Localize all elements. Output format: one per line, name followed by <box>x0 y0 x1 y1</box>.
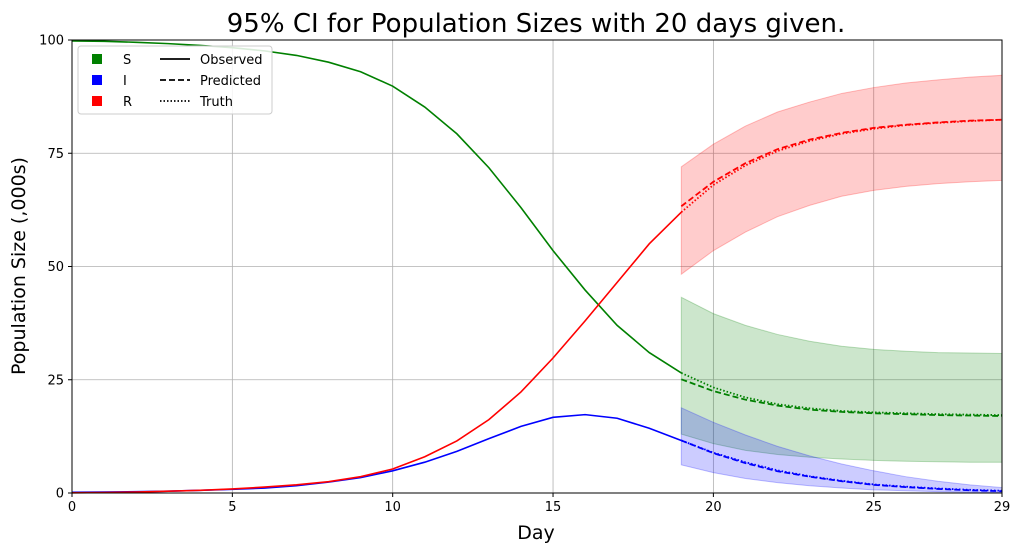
truth-line-S <box>680 372 1003 416</box>
legend-label-S: S <box>123 53 131 68</box>
legend: SIR Observed Predicted Truth <box>77 45 273 115</box>
legend-swatch-I <box>92 75 102 85</box>
y-tick-label: 25 <box>47 373 64 388</box>
observed-line-R <box>71 211 682 494</box>
x-tick-label: 25 <box>865 500 882 515</box>
y-tick-label: 0 <box>56 487 64 502</box>
x-tick-label: 0 <box>68 500 76 515</box>
x-tick-label: 10 <box>384 500 401 515</box>
legend-swatch-R <box>92 96 102 106</box>
series-lines <box>71 40 1003 494</box>
legend-label-predicted: Predicted <box>200 74 261 89</box>
x-tick-label: 29 <box>994 500 1011 515</box>
y-tick-label: 75 <box>47 147 64 162</box>
y-axis-label: Population Size (,000s) <box>8 157 30 375</box>
x-tick-label: 5 <box>228 500 236 515</box>
legend-label-truth: Truth <box>199 95 233 110</box>
y-tick-label: 100 <box>39 34 64 49</box>
legend-label-R: R <box>123 95 132 110</box>
x-tick-label: 15 <box>545 500 562 515</box>
x-tick-label: 20 <box>705 500 722 515</box>
legend-swatch-S <box>92 54 102 64</box>
predicted-line-S <box>681 378 1003 417</box>
predicted-line-R <box>680 118 1003 207</box>
truth-line-R <box>680 118 1003 213</box>
confidence-bands <box>680 74 1003 494</box>
y-tick-label: 50 <box>47 260 64 275</box>
observed-line-I <box>71 413 682 494</box>
y-axis-ticks: 0 25 50 75 100 <box>39 34 72 502</box>
legend-label-observed: Observed <box>200 53 263 68</box>
x-axis-ticks: 0 5 10 15 20 25 29 <box>68 493 1010 515</box>
observed-line-S <box>71 40 682 374</box>
predicted-line-I <box>680 439 1003 493</box>
legend-label-I: I <box>123 74 127 89</box>
ci-band-R <box>680 74 1003 276</box>
x-axis-label: Day <box>517 522 555 544</box>
chart-title: 95% CI for Population Sizes with 20 days… <box>227 9 845 39</box>
